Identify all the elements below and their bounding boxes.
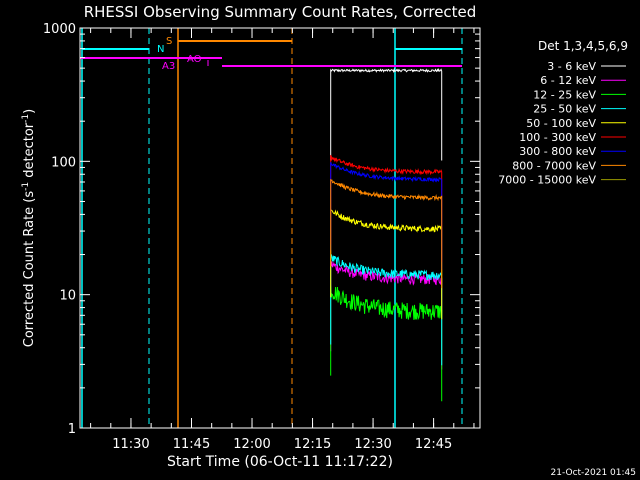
plot-frame	[79, 27, 481, 429]
legend-label: 3 - 6 keV	[547, 60, 596, 73]
legend-label: 100 - 300 keV	[519, 131, 596, 144]
series-3	[330, 254, 443, 366]
annotation-n: N	[157, 44, 164, 55]
legend-label: 12 - 25 keV	[533, 88, 596, 101]
x-axis-label: Start Time (06-Oct-11 11:17:22)	[167, 454, 393, 470]
legend-title: Det 1,3,4,5,6,9	[538, 39, 628, 53]
series-layer	[330, 67, 443, 402]
chart-title: RHESSI Observing Summary Count Rates, Co…	[84, 3, 477, 21]
annotation-ao: AO	[187, 54, 202, 65]
legend-label: 50 - 100 keV	[526, 117, 596, 130]
x-tick-label: 12:15	[294, 437, 331, 452]
annotation-s: S	[166, 36, 172, 47]
generated-timestamp: 21-Oct-2021 01:45	[551, 468, 636, 478]
y-axis-label: Corrected Count Rate (s-1 detector-1)	[21, 109, 37, 347]
series-5	[330, 154, 443, 263]
y-tick-label: 1	[68, 422, 76, 437]
x-tick-label: 12:00	[233, 437, 270, 452]
x-tick-label: 12:30	[354, 437, 391, 452]
y-tick-label: 100	[51, 155, 76, 170]
legend-label: 800 - 7000 keV	[512, 159, 596, 172]
y-tick-label: 10	[59, 289, 76, 304]
x-axis-ticks: 11:30 11:45 12:00 12:15 12:30 12:45	[90, 28, 475, 452]
legend-label: 25 - 50 keV	[533, 103, 596, 116]
y-axis-ticks: 1 10 100 1000	[43, 22, 480, 437]
x-tick-label: 12:45	[415, 437, 452, 452]
series-7	[330, 178, 443, 289]
x-tick-label: 11:30	[112, 437, 149, 452]
annotation-a3: A3	[162, 61, 175, 72]
legend-label: 300 - 800 keV	[519, 145, 596, 158]
series-0	[330, 67, 443, 161]
legend-label: 7000 - 15000 keV	[498, 174, 596, 187]
series-2	[330, 286, 443, 402]
series-4	[330, 209, 443, 320]
series-6	[330, 161, 443, 270]
x-tick-label: 11:45	[173, 437, 210, 452]
y-tick-label: 1000	[43, 22, 76, 37]
legend-label: 6 - 12 keV	[540, 74, 596, 87]
